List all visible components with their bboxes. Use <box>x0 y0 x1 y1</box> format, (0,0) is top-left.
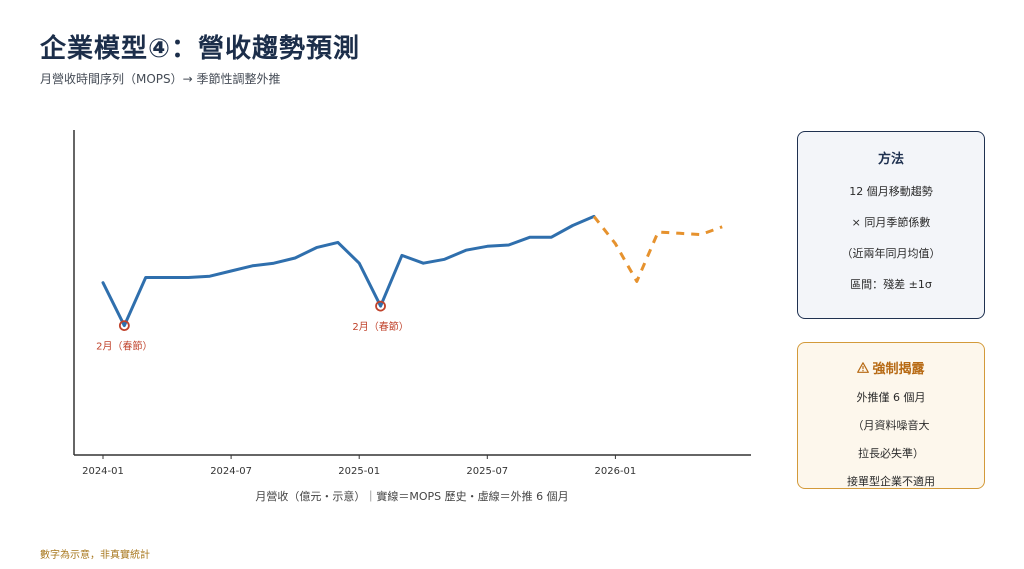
disclosure-line-3: 拉長必失準） <box>858 447 924 460</box>
x-axis-label: 月營收（億元・示意）｜實線＝MOPS 歷史・虛線＝外推 6 個月 <box>255 489 568 503</box>
method-line-3: （近兩年同月均值） <box>841 247 941 260</box>
spring-festival-label: 2月（春節） <box>352 320 408 333</box>
spring-festival-marker <box>375 300 386 312</box>
x-tick-label: 2024-01 <box>82 466 124 477</box>
page-title: 企業模型④：營收趨勢預測 <box>40 34 361 64</box>
method-line-2: × 同月季節係數 <box>851 216 931 229</box>
spring-festival-label: 2月（春節） <box>96 340 152 353</box>
x-tick-label: 2024-07 <box>210 466 252 477</box>
spring-festival-marker <box>118 320 130 332</box>
history-series-line <box>101 214 596 328</box>
disclosure-box-title: 強制揭露 <box>798 343 984 377</box>
method-line-4: 區間：殘差 ±1σ <box>850 278 932 291</box>
x-tick-label: 2025-07 <box>466 466 508 477</box>
x-tick-label: 2025-01 <box>338 466 380 477</box>
footnote: 數字為示意，非真實統計 <box>40 550 150 561</box>
disclosure-box: 強制揭露 外推僅 6 個月 （月資料噪音大 拉長必失準） 接單型企業不適用 <box>797 342 985 489</box>
method-box: 方法 12 個月移動趨勢 × 同月季節係數 （近兩年同月均值） 區間：殘差 ±1… <box>797 131 985 319</box>
x-tick-label: 2026-01 <box>595 466 637 477</box>
method-box-title: 方法 <box>877 152 904 167</box>
forecast-series-line <box>592 215 723 283</box>
warning-triangle-icon <box>857 362 870 377</box>
disclosure-title-text: 強制揭露 <box>872 362 925 377</box>
disclosure-line-1: 外推僅 6 個月 <box>856 391 926 404</box>
page-subtitle: 月營收時間序列（MOPS）→ 季節性調整外推 <box>40 72 281 86</box>
disclosure-line-4: 接單型企業不適用 <box>847 475 935 488</box>
method-line-1: 12 個月移動趨勢 <box>849 185 933 198</box>
disclosure-line-2: （月資料噪音大 <box>852 419 930 432</box>
